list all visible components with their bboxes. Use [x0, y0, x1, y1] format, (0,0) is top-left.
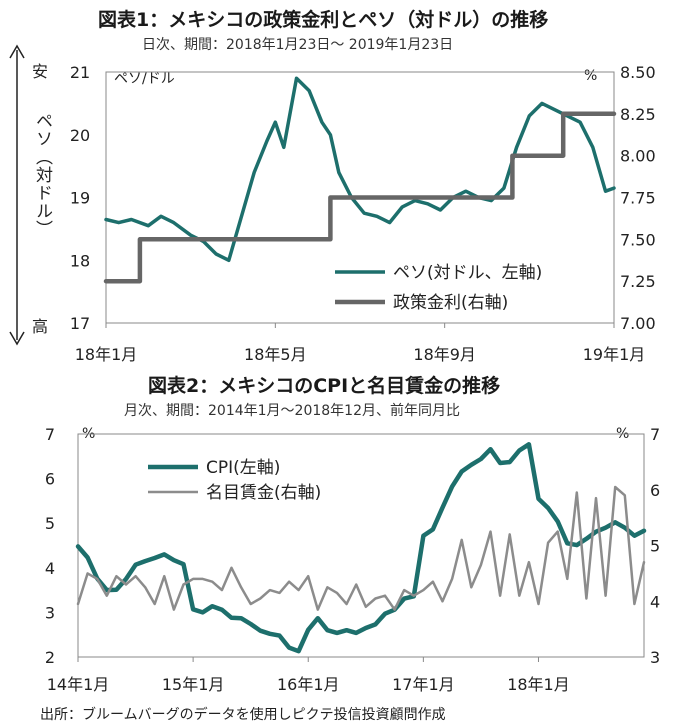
chart1-series-line-2 — [103, 111, 617, 284]
chart1-y-right-tick-label: 7.50 — [620, 230, 656, 249]
chart2-series-line-1 — [75, 442, 647, 654]
chart1-title: 図表1：メキシコの政策金利とペソ（対ドル）の推移 — [98, 9, 549, 31]
chart1-left-axis-label: ペソ（対ドル） — [32, 112, 52, 238]
chart2-y-right-tick-label: 4 — [650, 592, 660, 611]
chart1-direction-arrow-up-head — [9, 44, 25, 59]
chart1-bottom-marker: 高 — [32, 317, 49, 336]
chart2-y-right-tick-label: 5 — [650, 537, 660, 556]
chart1-top-marker: 安 — [32, 62, 49, 81]
chart2-y-right-tick-label: 3 — [650, 648, 660, 667]
chart1-series-line-1 — [104, 76, 616, 263]
chart1-left-unit: ペソ/ドル — [114, 71, 175, 87]
chart1-x-tick-label: 18年1月 — [75, 345, 138, 364]
chart2-x-tick-label: 15年1月 — [162, 675, 225, 694]
chart2-y-left-tick-label: 5 — [45, 514, 55, 533]
chart1-subtitle: 日次、期間：2018年1月23日～ 2019年1月23日 — [142, 37, 454, 53]
chart1-y-right-tick-label: 7.75 — [620, 189, 656, 208]
footer-source: 出所：ブルームバーグのデータを使用しピクテ投信投資顧問作成 — [40, 707, 446, 723]
chart1-y-left-tick-label: 21 — [70, 63, 90, 82]
chart2-x-tick-label: 17年1月 — [392, 675, 455, 694]
chart2-y-left-tick-label: 7 — [45, 425, 55, 444]
chart1-x-tick-label: 18年9月 — [413, 345, 476, 364]
chart1-legend-label: 政策金利(右軸) — [393, 293, 508, 313]
chart1-y-left-tick-label: 20 — [70, 126, 90, 145]
chart2-subtitle: 月次、期間：2014年1月～2018年12月、前年同月比 — [124, 403, 460, 419]
chart2-y-right-tick-label: 6 — [650, 481, 660, 500]
chart2-x-tick-label: 18年1月 — [507, 675, 570, 694]
chart2-series-line-2 — [76, 485, 646, 611]
chart1-y-right-tick-label: 7.00 — [620, 314, 656, 333]
chart2-title: 図表2：メキシコのCPIと名目賃金の推移 — [148, 375, 501, 397]
chart2-legend-label: 名目賃金(右軸) — [206, 483, 321, 503]
chart1-y-left-tick-label: 18 — [70, 251, 90, 270]
chart1-y-right-tick-label: 8.00 — [620, 147, 656, 166]
chart2-x-tick-label: 16年1月 — [277, 675, 340, 694]
chart2-x-tick-label: 14年1月 — [47, 675, 110, 694]
chart1-legend-label: ペソ(対ドル、左軸) — [393, 263, 542, 283]
chart1-plot-frame — [105, 71, 615, 324]
chart2-y-left-tick-label: 3 — [45, 603, 55, 622]
chart2-y-left-tick-label: 4 — [45, 559, 55, 578]
chart1-y-left-tick-label: 17 — [70, 314, 90, 333]
chart2-legend-label: CPI(左軸) — [206, 458, 280, 478]
chart1-x-tick-label: 19年1月 — [583, 345, 646, 364]
chart1-direction-arrow-down-head — [9, 331, 25, 346]
chart1-y-left-tick-label: 19 — [70, 189, 90, 208]
chart1-x-tick-label: 18年5月 — [244, 345, 307, 364]
chart1-y-right-tick-label: 8.50 — [620, 63, 656, 82]
chart1-y-right-tick-label: 7.25 — [620, 272, 656, 291]
chart2-y-left-tick-label: 2 — [45, 648, 55, 667]
chart2-y-right-tick-label: 7 — [650, 425, 660, 444]
chart1-y-right-tick-label: 8.25 — [620, 105, 656, 124]
chart2-y-left-tick-label: 6 — [45, 470, 55, 489]
